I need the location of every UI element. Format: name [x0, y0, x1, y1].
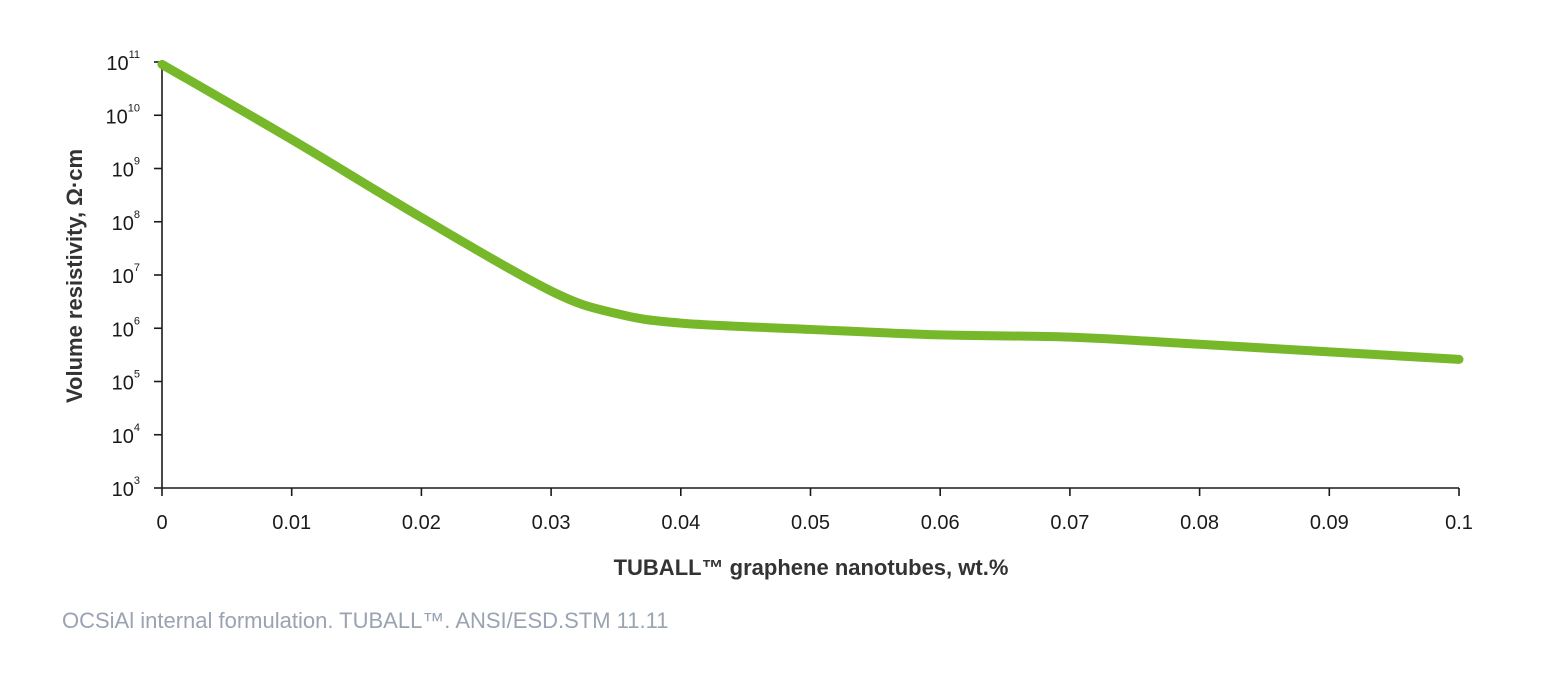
- x-tick-label: 0: [156, 512, 167, 534]
- y-tick-exponent: 6: [134, 315, 140, 327]
- x-tick-label: 0.05: [791, 512, 830, 534]
- y-tick-label: 105: [112, 369, 140, 395]
- y-tick-exponent: 4: [134, 422, 140, 434]
- x-tick-label: 0.1: [1445, 512, 1473, 534]
- y-tick-exponent: 9: [134, 156, 140, 168]
- y-tick-base: 10: [112, 266, 134, 288]
- x-tick-label: 0.08: [1180, 512, 1219, 534]
- y-tick-label: 107: [112, 262, 140, 288]
- y-tick-exponent: 3: [134, 475, 140, 487]
- y-tick-label: 109: [112, 156, 140, 182]
- x-axis-title: TUBALL™ graphene nanotubes, wt.%: [614, 555, 1009, 580]
- footnote: OCSiAl internal formulation. TUBALL™. AN…: [62, 608, 669, 633]
- y-tick-base: 10: [106, 53, 128, 75]
- y-tick-label: 103: [112, 475, 140, 501]
- y-tick-label: 1010: [106, 102, 141, 128]
- x-tick-label: 0.07: [1050, 512, 1089, 534]
- x-tick-label: 0.03: [532, 512, 571, 534]
- y-tick-base: 10: [112, 319, 134, 341]
- y-tick-label: 104: [112, 422, 140, 448]
- x-tick-label: 0.02: [402, 512, 441, 534]
- y-tick-exponent: 7: [134, 262, 140, 274]
- y-tick-base: 10: [112, 160, 134, 182]
- y-tick-base: 10: [112, 426, 134, 448]
- y-tick-label: 106: [112, 315, 140, 341]
- x-tick-label: 0.06: [921, 512, 960, 534]
- y-tick-label: 1011: [106, 49, 140, 75]
- series-line-0: [157, 59, 1464, 364]
- x-tick-label: 0.04: [661, 512, 700, 534]
- x-tick-label: 0.01: [272, 512, 311, 534]
- y-tick-base: 10: [106, 106, 128, 128]
- y-axis-title: Volume resistivity, Ω·cm: [62, 149, 87, 403]
- x-tick-label: 0.09: [1310, 512, 1349, 534]
- y-tick-exponent: 11: [129, 49, 140, 61]
- y-tick-base: 10: [112, 373, 134, 395]
- y-tick-exponent: 10: [128, 102, 140, 114]
- y-tick-base: 10: [112, 479, 134, 501]
- y-tick-exponent: 5: [134, 369, 140, 381]
- y-tick-label: 108: [112, 209, 140, 235]
- x-ticks: 0 0.01 0.02 0.03 0.04 0.05 0.06 0.07 0.08 0.09 0.1: [156, 488, 1473, 534]
- y-tick-base: 10: [112, 213, 134, 235]
- y-tick-exponent: 8: [134, 209, 140, 221]
- series-group: [157, 59, 1464, 364]
